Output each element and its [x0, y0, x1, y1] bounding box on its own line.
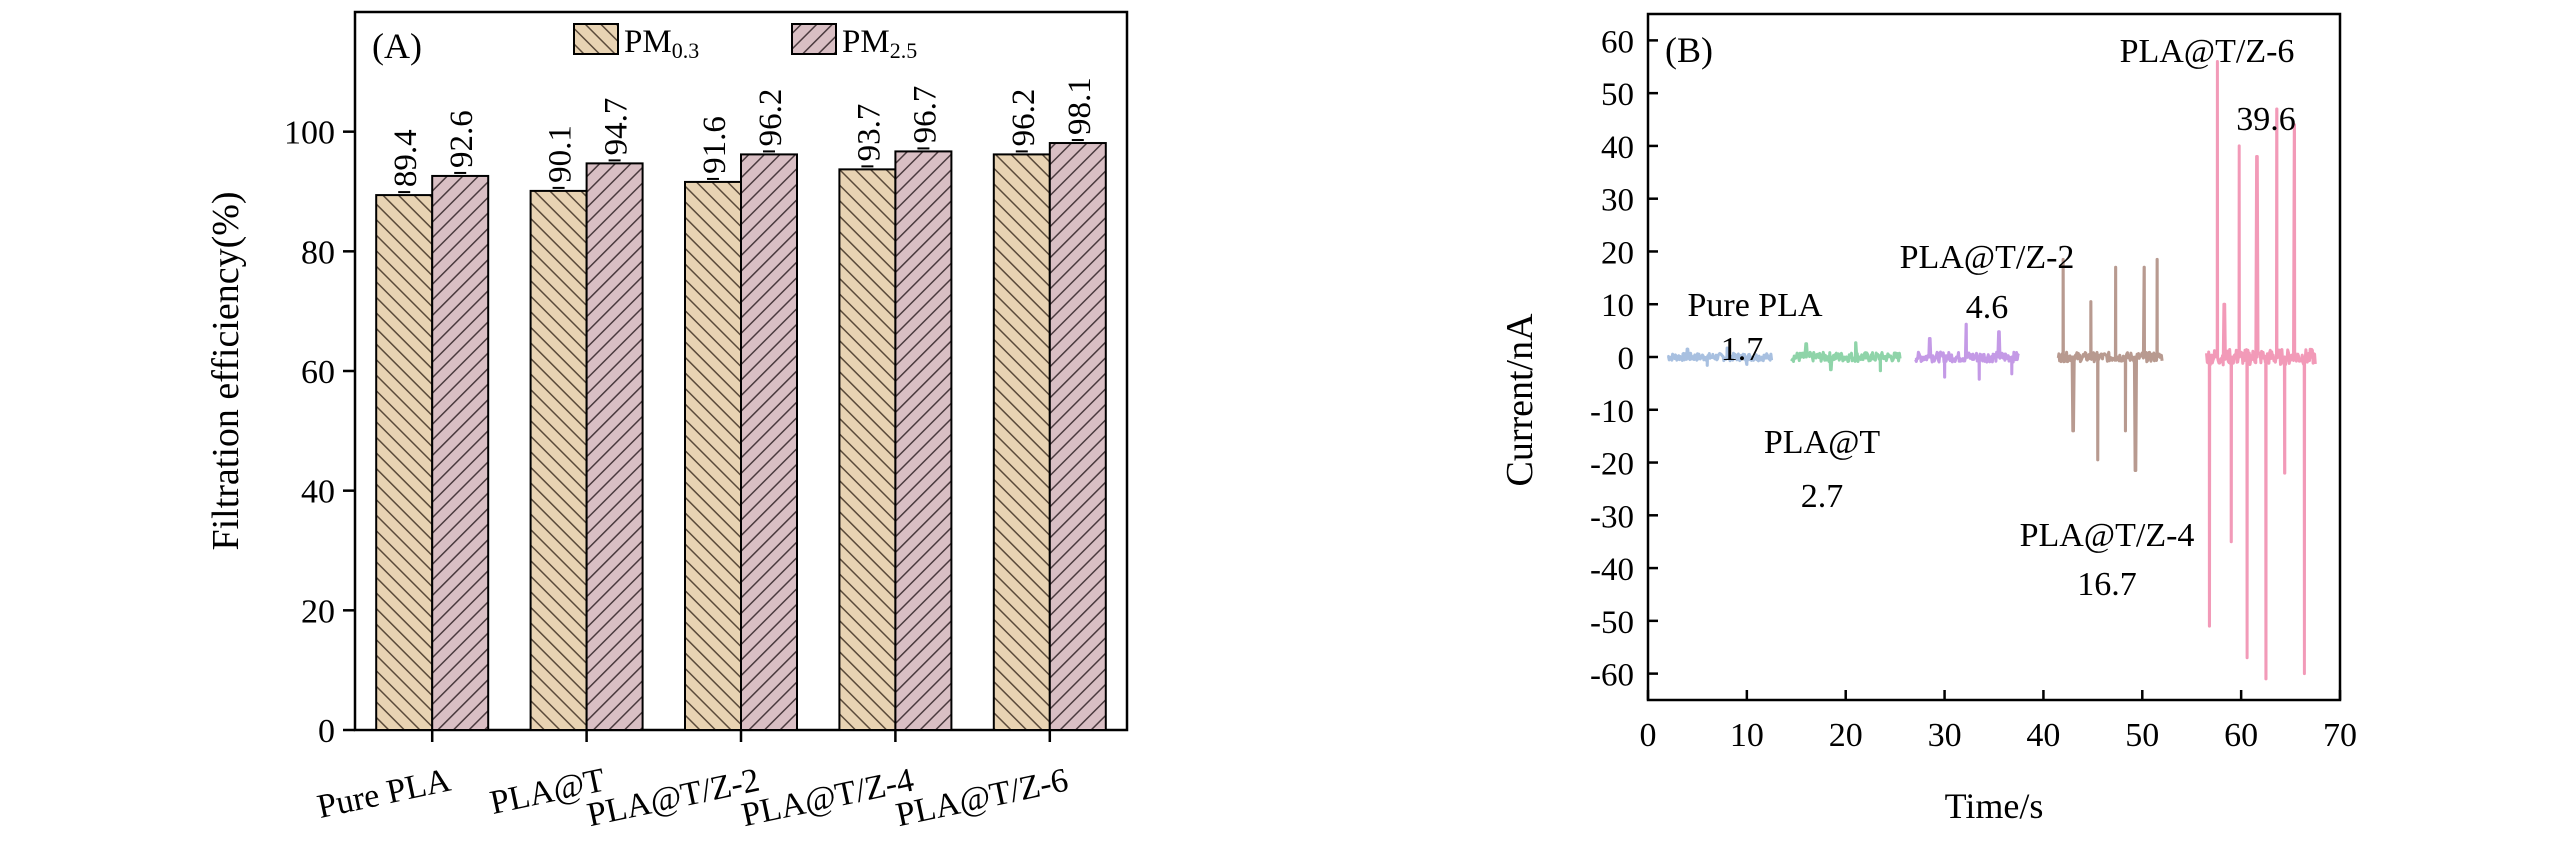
- bar-pm03: [529, 189, 588, 731]
- panel-label-a: (A): [372, 26, 422, 66]
- series-label-pla-t-z-4: PLA@T/Z-4: [2020, 517, 2195, 554]
- x-tick-label-b: 50: [2125, 717, 2159, 754]
- x-tick-label-b: 10: [1730, 717, 1764, 754]
- x-tick-label-a: Pure PLA: [314, 762, 454, 826]
- series-line-pla-t-z-6: [2205, 60, 2317, 681]
- series-line-pla-t-z-4: [2056, 257, 2164, 472]
- series-line-pla-t-z-2: [1914, 322, 2020, 381]
- x-tick-label-a: PLA@T/Z-4: [738, 762, 917, 835]
- y-tick-label-a: 60: [301, 354, 335, 391]
- bar-pm03: [838, 168, 897, 731]
- x-tick-label-b: 20: [1829, 717, 1863, 754]
- series-line-pure-pla: [1666, 346, 1774, 367]
- bar-pm03: [684, 180, 742, 731]
- y-tick-label-b: 0: [1618, 341, 1635, 377]
- y-tick-label-b: 30: [1601, 183, 1634, 219]
- data-label: 89.4: [388, 129, 424, 187]
- series-value-pla-t: 2.7: [1801, 478, 1844, 515]
- y-tick-label-b: -30: [1590, 499, 1634, 535]
- data-label: 90.1: [543, 125, 579, 183]
- y-tick-label-b: 10: [1601, 288, 1634, 324]
- y-axis-a: 0 20 40 60 80 100: [284, 115, 355, 750]
- series-value-pla-t-z-4: 16.7: [2077, 566, 2137, 603]
- data-label: 94.7: [599, 98, 635, 156]
- axes-b: -60 -50 -40 -30 -20 -10 0 10 20 30 40 50 60 0 10 20 30 40…: [1590, 24, 2357, 754]
- y-axis-title-b: Current/nA: [1499, 313, 1541, 487]
- x-axis-title-b: Time/s: [1945, 786, 2044, 826]
- y-tick-label-b: -50: [1590, 605, 1634, 641]
- data-label: 92.6: [444, 110, 480, 168]
- bar-pm03: [375, 194, 434, 731]
- panel-label-b: (B): [1665, 30, 1713, 70]
- y-tick-label-b: 50: [1601, 77, 1634, 113]
- y-tick-label-a: 100: [284, 115, 335, 152]
- y-tick-label-b: 20: [1601, 235, 1634, 271]
- data-label: 96.2: [753, 89, 789, 147]
- bar-pm25: [431, 174, 490, 731]
- y-tick-label-b: -60: [1590, 658, 1634, 694]
- panel-a: 0 20 40 60 80 100 89.4 92.6 90.1 94.7 91.6 96.2 93.…: [205, 10, 1129, 835]
- legend-a: PM0.3 PM2.5: [573, 23, 917, 63]
- y-tick-label-a: 80: [301, 234, 335, 271]
- series-value-pla-t-z-2: 4.6: [1966, 289, 2009, 326]
- x-tick-label-b: 0: [1640, 717, 1657, 754]
- x-tick-label-b: 60: [2224, 717, 2258, 754]
- bar-pm25: [894, 150, 953, 731]
- data-label: 96.7: [907, 86, 943, 144]
- x-tick-label-b: 40: [2026, 717, 2060, 754]
- x-tick-label-a: PLA@T/Z-2: [584, 762, 763, 835]
- bar-pm25: [740, 153, 798, 732]
- legend-swatch-pm25: [791, 23, 837, 55]
- series-line-pla-t: [1790, 341, 1902, 373]
- series-value-pla-t-z-6: 39.6: [2236, 101, 2296, 138]
- data-label: 93.7: [851, 104, 887, 162]
- y-tick-label-b: -40: [1590, 552, 1634, 588]
- data-label: 96.2: [1006, 89, 1042, 147]
- series-label-pla-t-z-6: PLA@T/Z-6: [2120, 33, 2295, 70]
- bar-pm25: [585, 162, 644, 731]
- data-label: 98.1: [1062, 77, 1098, 135]
- y-tick-label-b: -10: [1590, 394, 1634, 430]
- x-tick-label-b: 70: [2323, 717, 2357, 754]
- bar-pm03: [992, 153, 1051, 732]
- series-b: [1666, 60, 2317, 681]
- y-axis-title-a: Filtration efficiency(%): [205, 191, 247, 550]
- y-tick-label-b: -20: [1590, 447, 1634, 483]
- x-tick-label-a: PLA@T/Z-6: [893, 762, 1072, 835]
- legend-label-pm03: PM0.3: [624, 24, 699, 63]
- legend-label-pm25: PM2.5: [842, 24, 917, 63]
- x-tick-label-b: 30: [1928, 717, 1962, 754]
- bar-pm25: [1048, 142, 1107, 732]
- bars-a: 89.4 92.6 90.1 94.7 91.6 96.2 93.7 96.7 96.2 98.1: [375, 77, 1107, 742]
- data-label: 91.6: [697, 116, 733, 174]
- panel-b: -60 -50 -40 -30 -20 -10 0 10 20 30 40 50 60 0 10 20 30 40…: [1499, 12, 2357, 826]
- y-tick-label-a: 0: [318, 713, 335, 750]
- series-label-pla-t: PLA@T: [1764, 424, 1881, 461]
- series-value-pure-pla: 1.7: [1721, 331, 1764, 368]
- y-tick-label-a: 20: [301, 593, 335, 630]
- legend-swatch-pm03: [573, 23, 619, 55]
- y-tick-label-a: 40: [301, 474, 335, 511]
- y-tick-label-b: 60: [1601, 24, 1634, 60]
- y-tick-label-b: 40: [1601, 130, 1634, 166]
- series-label-pla-t-z-2: PLA@T/Z-2: [1900, 239, 2075, 276]
- series-label-pure-pla: Pure PLA: [1687, 287, 1823, 324]
